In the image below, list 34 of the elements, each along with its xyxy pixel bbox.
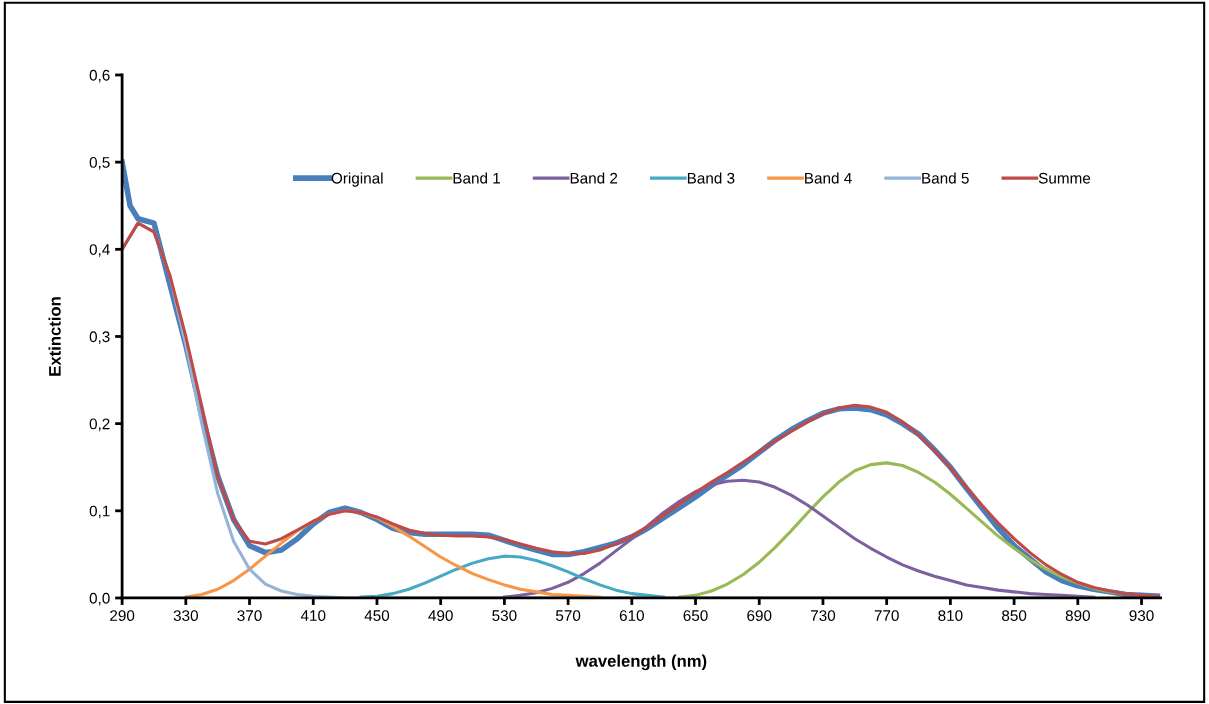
x-tick-label: 570 (555, 610, 581, 622)
x-axis-title: wavelength (nm) (575, 654, 707, 671)
y-tick-label: 0,5 (89, 157, 110, 170)
x-tick-label: 490 (428, 610, 453, 622)
x-tick-label: 330 (173, 610, 198, 622)
x-tick-label: 450 (364, 610, 390, 622)
legend-label: Original (331, 172, 383, 187)
x-tick-label: 610 (619, 610, 644, 622)
x-tick-label: 770 (874, 610, 899, 622)
x-tick-label: 370 (237, 610, 262, 622)
legend-label: Summe (1038, 172, 1091, 184)
x-tick-label: 810 (938, 610, 963, 622)
x-tick-label: 530 (492, 610, 517, 622)
x-tick-label: 930 (1129, 610, 1154, 622)
y-tick-label: 0,2 (89, 418, 110, 432)
x-tick-label: 690 (747, 610, 772, 622)
x-tick-label: 730 (811, 610, 836, 622)
legend-label: Band 1 (453, 172, 500, 184)
y-tick-label: 0,1 (89, 505, 110, 519)
x-tick-label: 650 (683, 610, 708, 622)
x-tick-label: 890 (1065, 610, 1090, 622)
y-tick-label: 0,3 (89, 331, 110, 344)
y-tick-label: 0,4 (89, 244, 110, 257)
line-series (359, 554, 666, 598)
legend-label: Band 2 (570, 172, 618, 184)
y-tick-label: 0,6 (89, 69, 110, 83)
legend-label: Band 4 (805, 172, 852, 184)
legend-label: Band 5 (922, 172, 969, 184)
y-tick-label: 0,0 (89, 592, 110, 606)
y-axis-title: Extinction (48, 297, 61, 376)
x-tick-label: 410 (300, 610, 326, 622)
x-tick-label: 290 (110, 610, 135, 622)
legend-label: Band 3 (687, 172, 735, 184)
x-tick-label: 850 (1002, 610, 1027, 622)
